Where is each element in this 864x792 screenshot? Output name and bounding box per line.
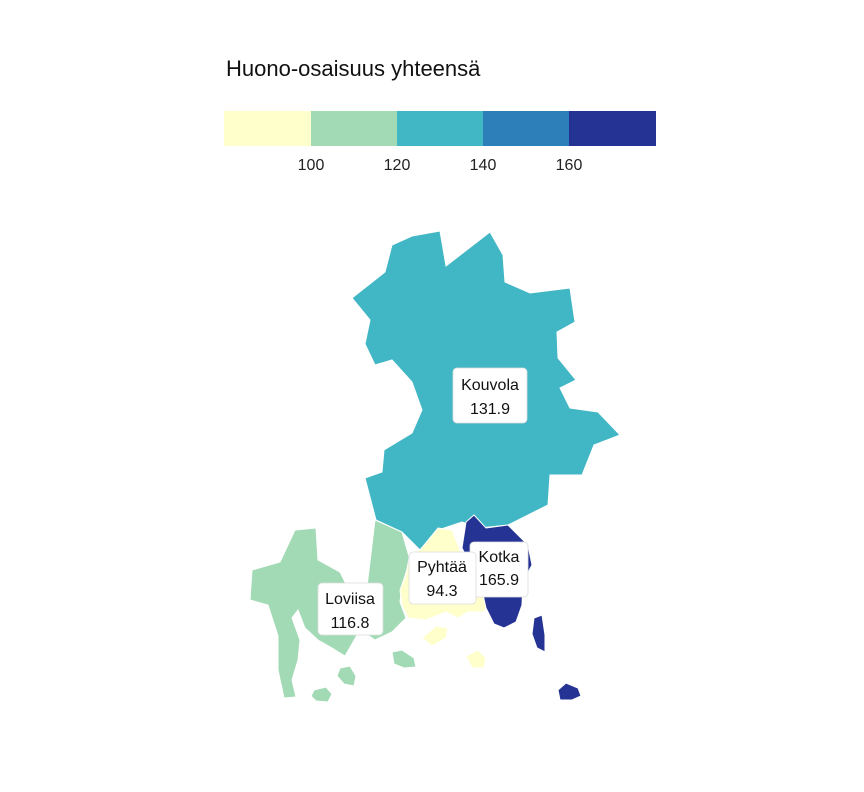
label-loviisa-value: 116.8 (331, 615, 370, 632)
region-loviisa-island[interactable] (336, 665, 357, 687)
label-pyhtaa-value: 94.3 (426, 583, 457, 600)
label-kotka: Kotka 165.9 (469, 541, 529, 598)
legend-swatch-5 (569, 111, 656, 146)
legend-tick-label: 100 (298, 157, 325, 174)
region-loviisa-island[interactable] (310, 686, 333, 703)
region-pyhtaa-island[interactable] (421, 625, 449, 647)
legend-swatch-4 (483, 111, 570, 146)
legend-tick-label: 160 (556, 157, 583, 174)
region-kotka-island[interactable] (557, 682, 582, 701)
label-kouvola-name: Kouvola (461, 377, 519, 394)
legend-swatch-2 (311, 111, 398, 146)
label-pyhtaa: Pyhtää 94.3 (408, 551, 477, 605)
legend-tick-label: 140 (470, 157, 497, 174)
legend-color-bar (224, 111, 656, 146)
region-loviisa-island[interactable] (391, 649, 417, 669)
legend-title: Huono-osaisuus yhteensä (226, 56, 481, 81)
legend-tick-label: 120 (384, 157, 411, 174)
region-pyhtaa-island[interactable] (465, 649, 487, 669)
region-kotka-island[interactable] (531, 614, 546, 653)
legend-ticks: 100 120 140 160 (298, 157, 583, 174)
label-loviisa-name: Loviisa (325, 591, 375, 608)
legend-swatch-3 (397, 111, 484, 146)
label-kouvola-value: 131.9 (470, 401, 510, 418)
label-kotka-name: Kotka (479, 549, 520, 566)
legend-swatch-1 (224, 111, 311, 146)
label-loviisa: Loviisa 116.8 (317, 582, 384, 636)
label-kouvola: Kouvola 131.9 (452, 367, 528, 424)
label-kotka-value: 165.9 (479, 572, 519, 589)
label-pyhtaa-name: Pyhtää (417, 559, 467, 576)
